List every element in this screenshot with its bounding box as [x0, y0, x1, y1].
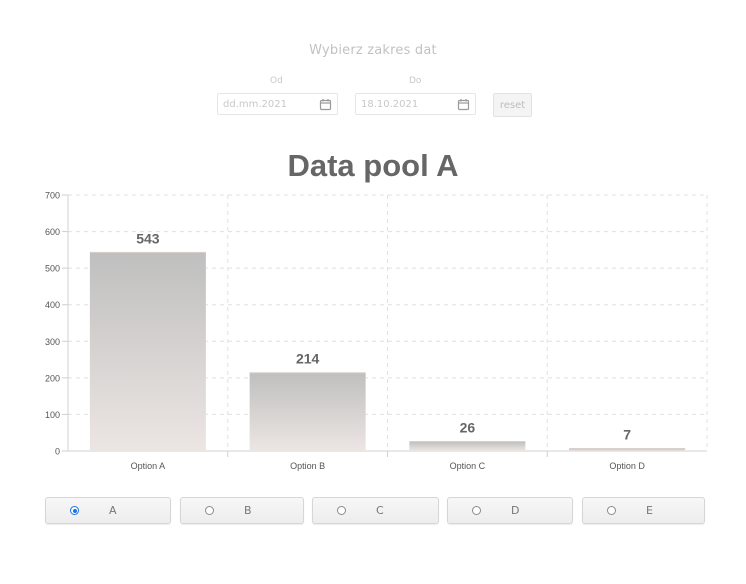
data-label: 214 [296, 351, 320, 367]
bar-option-c [409, 441, 526, 451]
tab-label-b: B [244, 504, 252, 517]
x-tick-label: Option B [290, 461, 325, 471]
tab-label-a: A [109, 504, 117, 517]
to-date-value: 18.10.2021 [361, 98, 419, 110]
radio-d[interactable] [472, 506, 481, 515]
tab-option-a[interactable]: A [45, 497, 171, 524]
tab-label-c: C [376, 504, 384, 517]
data-label: 26 [460, 419, 476, 435]
bar-chart: 0 100 200 300 400 500 600 700 Option A Option B Op… [45, 191, 708, 471]
tab-option-b[interactable]: B [180, 497, 304, 524]
y-tick-label: 300 [45, 337, 60, 347]
to-date-input[interactable]: 18.10.2021 [355, 93, 476, 115]
from-date-value: dd.mm.2021 [223, 98, 287, 110]
from-date-label: Od [270, 76, 283, 86]
y-tick-label: 100 [45, 410, 60, 420]
calendar-icon[interactable] [457, 98, 470, 111]
y-tick-label: 500 [45, 264, 60, 274]
to-date-label: Do [409, 76, 422, 86]
tab-label-d: D [511, 504, 520, 517]
reset-button[interactable]: reset [493, 93, 532, 117]
y-tick-label: 600 [45, 227, 60, 237]
y-tick-label: 200 [45, 373, 60, 383]
x-tick-label: Option A [131, 461, 166, 471]
bar-option-a [89, 252, 206, 451]
radio-e[interactable] [607, 506, 616, 515]
radio-b[interactable] [205, 506, 214, 515]
x-tick-label: Option C [450, 461, 486, 471]
data-label: 7 [623, 426, 631, 442]
chart-title: Data pool A [287, 148, 459, 183]
bar-option-d [569, 448, 686, 451]
from-date-input[interactable]: dd.mm.2021 [217, 93, 338, 115]
tab-option-c[interactable]: C [312, 497, 439, 524]
radio-a[interactable] [70, 506, 79, 515]
date-range-title: Wybierz zakres dat [309, 43, 437, 58]
y-tick-label: 700 [45, 191, 60, 201]
radio-c[interactable] [337, 506, 346, 515]
tab-option-e[interactable]: E [582, 497, 705, 524]
tab-label-e: E [646, 504, 653, 517]
tab-option-d[interactable]: D [447, 497, 573, 524]
data-label: 543 [136, 230, 160, 246]
x-tick-label: Option D [609, 461, 645, 471]
y-tick-label: 400 [45, 300, 60, 310]
y-tick-label: 0 [55, 447, 60, 457]
calendar-icon[interactable] [319, 98, 332, 111]
bar-option-b [249, 372, 366, 451]
